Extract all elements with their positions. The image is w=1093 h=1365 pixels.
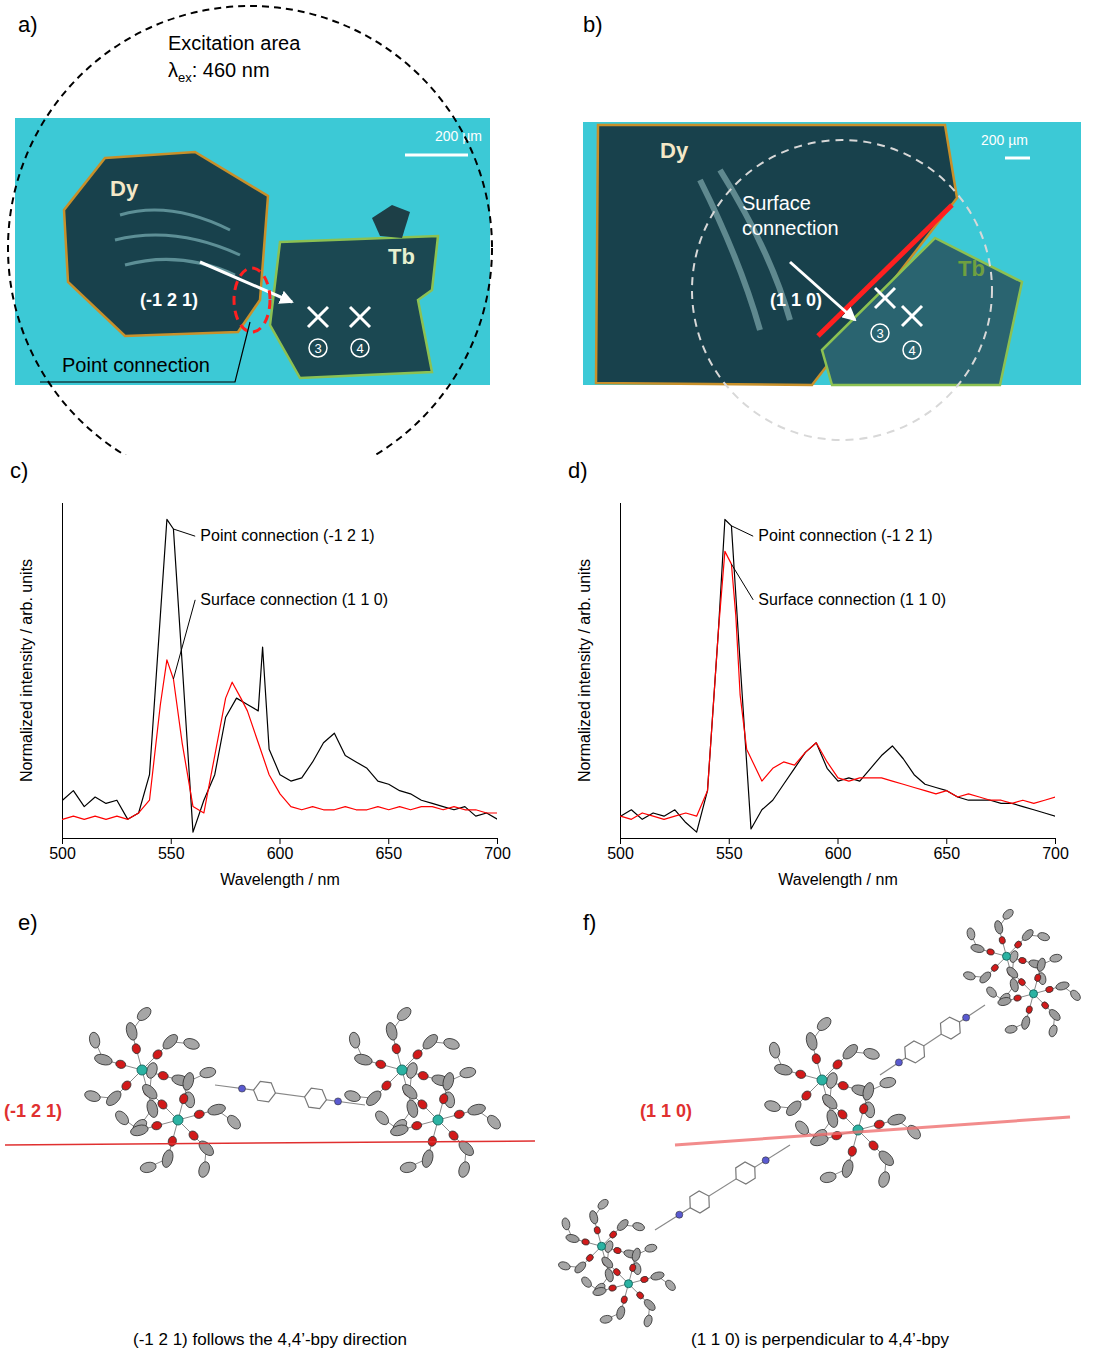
svg-text:Dy: Dy — [110, 176, 139, 201]
svg-text:500: 500 — [607, 845, 634, 862]
svg-text:λex: 460 nm: λex: 460 nm — [168, 59, 270, 85]
svg-text:4: 4 — [356, 341, 363, 356]
svg-text:e): e) — [18, 910, 38, 935]
svg-text:Normalized intensity / arb. un: Normalized intensity / arb. units — [576, 559, 593, 782]
svg-text:(-1 2 1): (-1 2 1) — [4, 1101, 62, 1121]
svg-text:200 µm: 200 µm — [435, 128, 482, 144]
svg-text:Dy: Dy — [660, 138, 689, 163]
svg-text:Point connection (-1 2 1): Point connection (-1 2 1) — [200, 527, 374, 544]
svg-text:600: 600 — [825, 845, 852, 862]
svg-text:600: 600 — [267, 845, 294, 862]
svg-text:(1 1 0): (1 1 0) — [640, 1101, 692, 1121]
svg-text:700: 700 — [1042, 845, 1069, 862]
svg-text:Point connection: Point connection — [62, 354, 210, 376]
svg-text:connection: connection — [742, 217, 839, 239]
svg-text:Surface connection (1 1 0): Surface connection (1 1 0) — [758, 591, 946, 608]
svg-text:700: 700 — [484, 845, 511, 862]
svg-text:3: 3 — [314, 341, 321, 356]
svg-text:a): a) — [18, 12, 38, 37]
svg-text:(1 1 0) is perpendicular to 4,: (1 1 0) is perpendicular to 4,4’-bpy — [691, 1330, 949, 1349]
svg-text:(-1 2 1) follows the 4,4’-bpy: (-1 2 1) follows the 4,4’-bpy direction — [133, 1330, 407, 1349]
svg-text:Wavelength / nm: Wavelength / nm — [220, 871, 339, 888]
svg-text:Excitation area: Excitation area — [168, 32, 301, 54]
svg-text:Tb: Tb — [958, 256, 985, 281]
svg-text:500: 500 — [49, 845, 76, 862]
svg-text:Surface connection (1 1 0): Surface connection (1 1 0) — [200, 591, 388, 608]
svg-text:b): b) — [583, 12, 603, 37]
svg-text:200 µm: 200 µm — [981, 132, 1028, 148]
svg-text:550: 550 — [158, 845, 185, 862]
svg-text:3: 3 — [876, 326, 883, 341]
svg-text:550: 550 — [716, 845, 743, 862]
html-text:d): d) — [568, 458, 588, 483]
svg-text:Normalized intensity / arb. un: Normalized intensity / arb. units — [18, 559, 35, 782]
svg-text:650: 650 — [933, 845, 960, 862]
svg-text:Wavelength / nm: Wavelength / nm — [778, 871, 897, 888]
svg-text:f): f) — [583, 910, 596, 935]
svg-text:Tb: Tb — [388, 244, 415, 269]
svg-text:(-1 2 1): (-1 2 1) — [140, 290, 198, 310]
svg-text:Point connection (-1 2 1): Point connection (-1 2 1) — [758, 527, 932, 544]
svg-text:Surface: Surface — [742, 192, 811, 214]
svg-text:(1 1 0): (1 1 0) — [770, 290, 822, 310]
svg-text:4: 4 — [908, 343, 915, 358]
html-text:c): c) — [10, 458, 29, 483]
svg-text:650: 650 — [375, 845, 402, 862]
